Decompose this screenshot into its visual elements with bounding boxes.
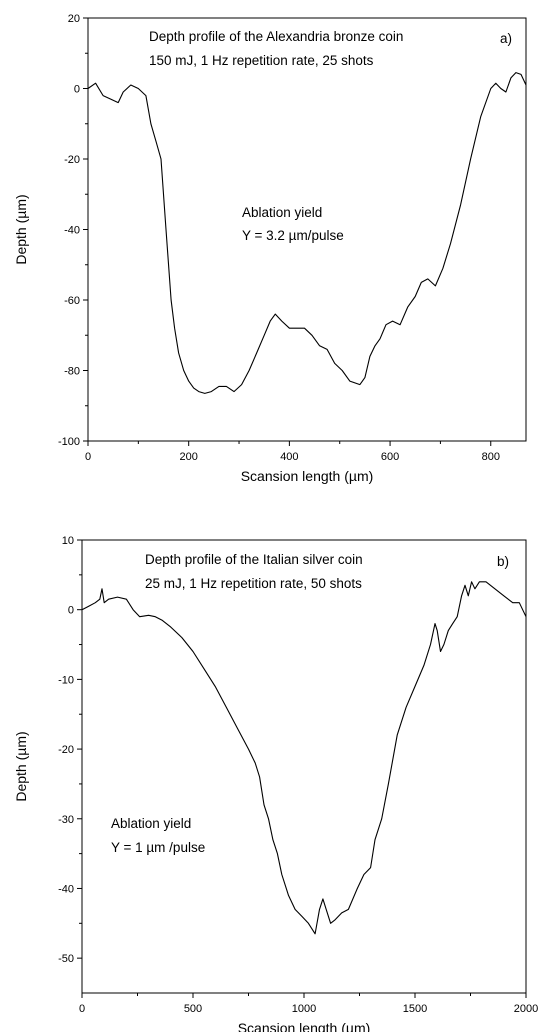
x-tick-label: 0 (85, 451, 91, 463)
x-tick-label: 400 (280, 451, 298, 463)
x-tick-label: 200 (180, 451, 198, 463)
annotation-text: Depth profile of the Italian silver coin (145, 552, 363, 567)
x-axis-label: Scansion length (µm) (238, 1020, 371, 1032)
depth-profile-line (81, 581, 527, 935)
panel-label: b) (497, 554, 509, 569)
x-tick-label: 1500 (403, 1003, 427, 1015)
y-tick-label: 0 (68, 605, 74, 617)
annotation-text: 25 mJ, 1 Hz repetition rate, 50 shots (145, 576, 362, 591)
chart-panel-1: 0 200 400 600 800200-20-40-60-80-100Scansion… (13, 13, 527, 484)
y-tick-label: -60 (64, 295, 80, 307)
annotation-text: Y = 3.2 µm/pulse (242, 228, 344, 243)
annotation-text: 150 mJ, 1 Hz repetition rate, 25 shots (149, 53, 374, 68)
y-tick-label: -80 (64, 366, 80, 378)
x-tick-label: 800 (482, 451, 500, 463)
y-tick-label: 10 (62, 535, 74, 547)
annotation-text: Depth profile of the Alexandria bronze c… (149, 29, 403, 44)
x-tick-label: 1000 (292, 1003, 316, 1015)
y-tick-label: -20 (64, 154, 80, 166)
y-tick-label: -40 (58, 883, 74, 895)
y-tick-label: 0 (74, 84, 80, 96)
panel-label: a) (500, 31, 512, 46)
y-tick-label: -100 (58, 436, 80, 448)
chart-panel-2: 0 500 1000 1500 2000 10 0 -10 -20 -30 -40 -50 Scansi… (13, 535, 538, 1032)
y-tick-label: -30 (58, 814, 74, 826)
depth-profile-line (87, 72, 527, 394)
annotation-text: Ablation yield (242, 205, 322, 220)
x-axis-label: Scansion length (µm) (241, 468, 374, 484)
x-tick-label: 500 (184, 1003, 202, 1015)
y-tick-label: 20 (68, 13, 80, 25)
y-tick-label: -20 (58, 744, 74, 756)
x-tick-label: 2000 (514, 1003, 538, 1015)
y-tick-label: -10 (58, 674, 74, 686)
y-axis-label: Depth (µm) (13, 194, 29, 264)
y-tick-label: -50 (58, 953, 74, 965)
x-tick-label: 600 (381, 451, 399, 463)
annotation-text: Y = 1 µm /pulse (111, 840, 205, 855)
annotation-text: Ablation yield (111, 816, 191, 831)
x-tick-label: 0 (79, 1003, 85, 1015)
y-tick-label: -40 (64, 225, 80, 237)
y-axis-label: Depth (µm) (13, 731, 29, 801)
